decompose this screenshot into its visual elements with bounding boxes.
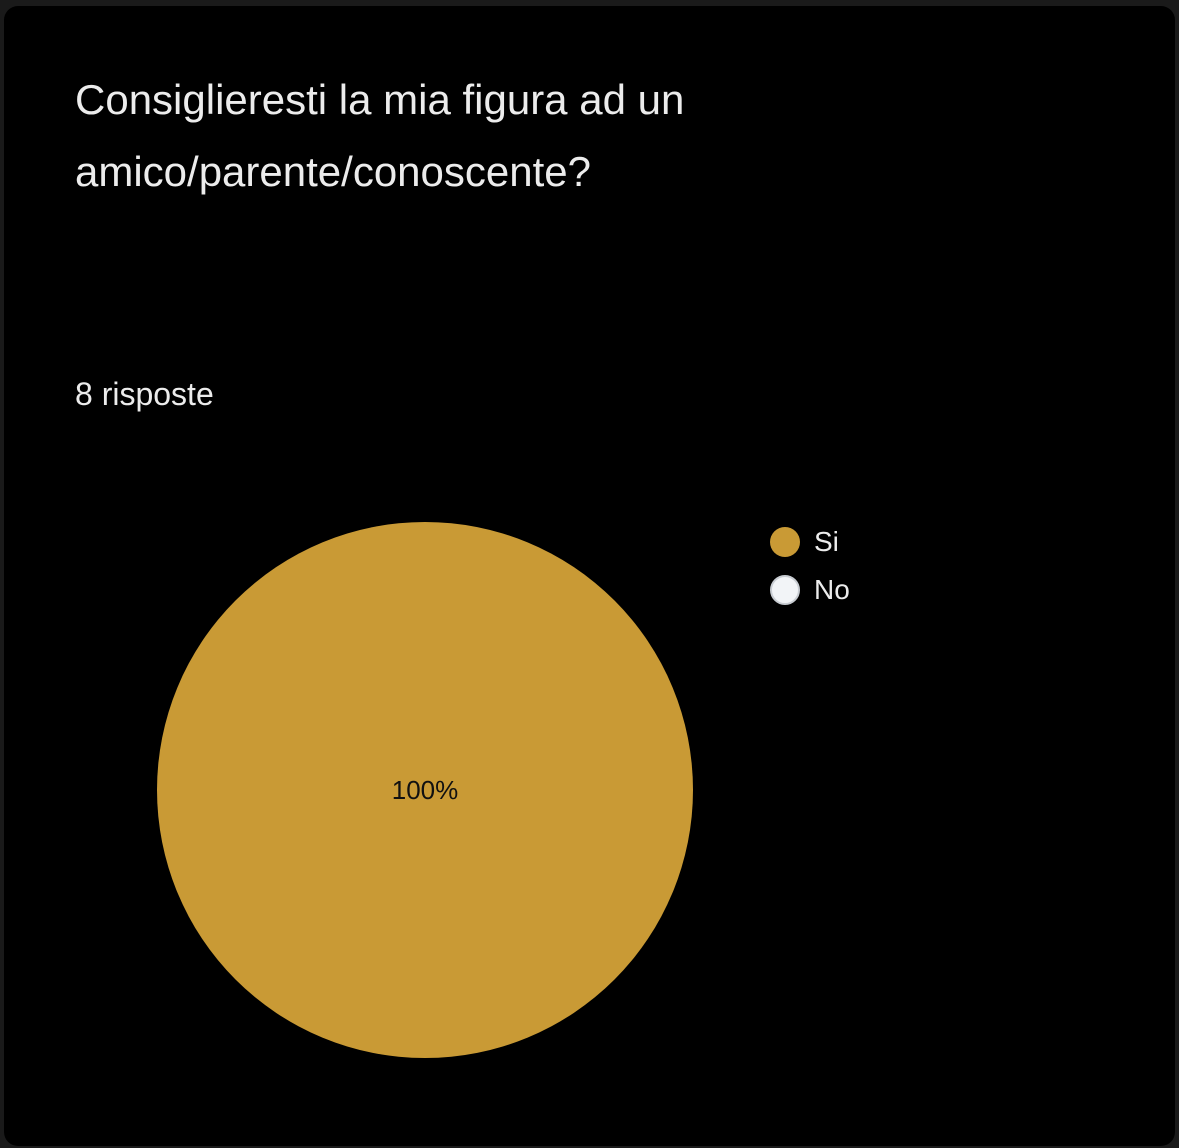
legend-label: Si: [814, 526, 839, 557]
legend-swatch-icon: [770, 575, 800, 605]
legend-item-no[interactable]: No: [770, 566, 850, 614]
form-response-card: Consiglieresti la mia figura ad un amico…: [4, 6, 1175, 1146]
pie-slice-label: 100%: [392, 775, 459, 805]
pie-slice-si[interactable]: [157, 522, 693, 1058]
chart-legend: Si No: [770, 518, 850, 614]
pie-chart: 100%: [157, 522, 693, 1058]
question-title: Consiglieresti la mia figura ad un amico…: [75, 76, 685, 195]
response-count: 8 risposte: [75, 376, 214, 412]
legend-label: No: [814, 574, 850, 605]
legend-item-si[interactable]: Si: [770, 518, 850, 566]
legend-swatch-icon: [770, 527, 800, 557]
